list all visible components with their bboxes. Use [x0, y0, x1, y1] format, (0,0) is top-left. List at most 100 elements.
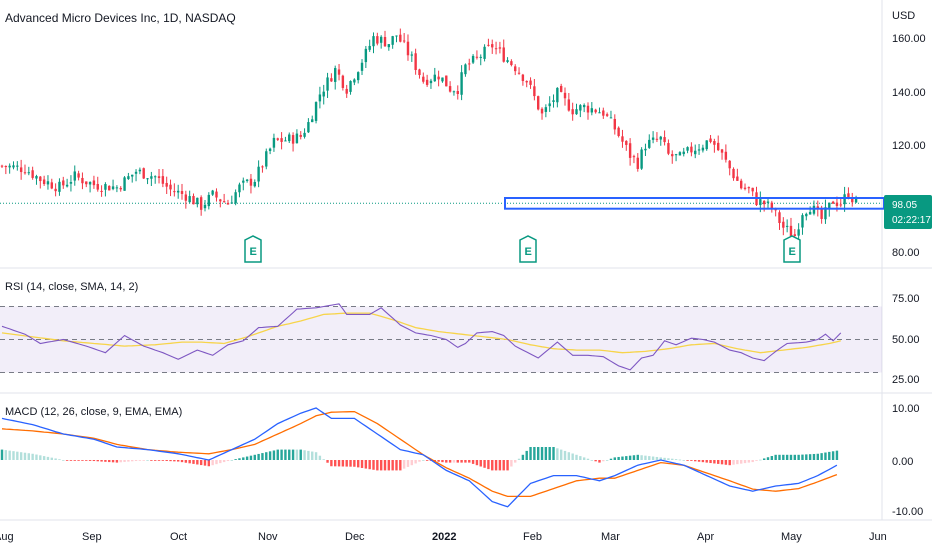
macd-histogram-bar — [31, 453, 34, 460]
macd-histogram-bar — [778, 454, 781, 460]
macd-histogram-bar — [617, 456, 620, 460]
macd-histogram-bar — [196, 460, 199, 465]
macd-histogram-bar — [272, 450, 276, 460]
macd-histogram-bar — [824, 452, 827, 460]
macd-histogram-bar — [575, 454, 578, 460]
macd-histogram-bar — [686, 460, 689, 461]
macd-histogram-bar — [127, 460, 130, 462]
candle-body — [762, 200, 766, 205]
macd-histogram-bar — [452, 460, 456, 463]
macd-histogram-bar — [372, 460, 375, 470]
candle-body — [663, 137, 666, 143]
rsi-plot[interactable] — [1, 303, 842, 371]
candle-body — [268, 148, 272, 151]
candle-body — [402, 40, 406, 42]
macd-histogram-bar — [789, 454, 793, 460]
last-price-badge — [884, 195, 932, 229]
candle-body — [364, 48, 368, 63]
macd-title: MACD (12, 26, close, 9, EMA, EMA) — [5, 406, 182, 418]
macd-histogram-bar — [219, 460, 222, 464]
macd-histogram-bar — [314, 452, 318, 460]
candle-body — [521, 74, 525, 82]
candle-body — [697, 149, 701, 151]
candle-body — [544, 107, 548, 112]
macd-histogram-bar — [46, 456, 50, 460]
macd-histogram-bar — [582, 457, 586, 460]
earnings-marker[interactable]: E — [519, 235, 537, 263]
macd-histogram-bar — [100, 460, 103, 462]
macd-histogram-bar — [8, 450, 11, 460]
candle-body — [311, 119, 314, 123]
macd-histogram-bar — [537, 447, 540, 460]
macd-histogram-bar — [27, 453, 31, 460]
candle-body — [747, 187, 751, 189]
macd-histogram-bar — [632, 455, 636, 460]
candle-body — [636, 157, 639, 169]
macd-histogram-bar — [701, 460, 705, 463]
macd-histogram-bar — [134, 460, 138, 461]
rsi-tick-label: 75.00 — [892, 293, 920, 305]
candle-body — [590, 108, 594, 113]
candle-body — [330, 78, 333, 82]
macd-histogram-bar — [448, 460, 452, 463]
candle-body — [12, 165, 15, 168]
candle-body — [265, 151, 268, 167]
candle-body — [176, 190, 180, 193]
macd-histogram-bar — [326, 460, 329, 463]
macd-histogram-bar — [303, 450, 306, 460]
candle-body — [192, 195, 195, 205]
macd-histogram-bar — [165, 460, 168, 461]
candle-body — [8, 165, 11, 168]
candle-body — [445, 75, 448, 87]
macd-histogram-bar — [81, 460, 84, 461]
earnings-marker[interactable]: E — [244, 235, 262, 263]
macd-histogram-bar — [709, 460, 712, 464]
macd-histogram-bar — [73, 460, 76, 461]
macd-histogram-bar — [602, 460, 605, 462]
price-plot[interactable] — [0, 28, 885, 241]
candle-body — [322, 91, 325, 97]
macd-histogram-bar — [291, 449, 295, 460]
candle-body — [131, 174, 134, 177]
candle-body — [525, 80, 528, 83]
macd-histogram-bar — [491, 460, 494, 471]
candle-body — [644, 148, 647, 151]
earnings-marker[interactable]: E — [783, 235, 801, 263]
macd-histogram-bar — [12, 451, 15, 460]
candle-body — [345, 88, 348, 94]
macd-histogram-bar — [376, 460, 379, 471]
macd-histogram-bar — [774, 454, 777, 460]
macd-line — [1, 407, 838, 508]
candle-body — [506, 60, 509, 62]
macd-histogram-bar — [176, 460, 180, 462]
earnings-marker-letter: E — [250, 246, 257, 258]
candle-body — [847, 193, 850, 198]
candle-body — [291, 135, 295, 144]
macd-histogram-bar — [755, 460, 758, 461]
candle-body — [605, 114, 609, 116]
macd-plot[interactable] — [0, 407, 839, 508]
candle-body — [16, 165, 19, 167]
macd-histogram-bar — [487, 460, 490, 470]
macd-histogram-bar — [579, 456, 582, 460]
macd-histogram-bar — [808, 454, 812, 460]
candle-body — [249, 178, 253, 186]
candle-body — [835, 202, 839, 206]
macd-histogram-bar — [437, 460, 440, 462]
macd-histogram-bar — [441, 460, 444, 463]
candle-body — [410, 54, 414, 56]
candle-body — [69, 182, 73, 184]
macd-histogram-bar — [131, 460, 134, 462]
candle-body — [276, 138, 279, 140]
macd-histogram-bar — [422, 460, 425, 461]
macd-histogram-bar — [234, 459, 237, 460]
macd-histogram-bar — [188, 460, 191, 464]
price-tick-label: 160.00 — [892, 33, 926, 45]
macd-histogram-bar — [261, 453, 264, 460]
candle-body — [510, 61, 513, 66]
macd-histogram-bar — [651, 456, 655, 460]
candle-body — [108, 185, 111, 191]
macd-histogram-bar — [460, 460, 463, 463]
candle-body — [468, 63, 471, 65]
